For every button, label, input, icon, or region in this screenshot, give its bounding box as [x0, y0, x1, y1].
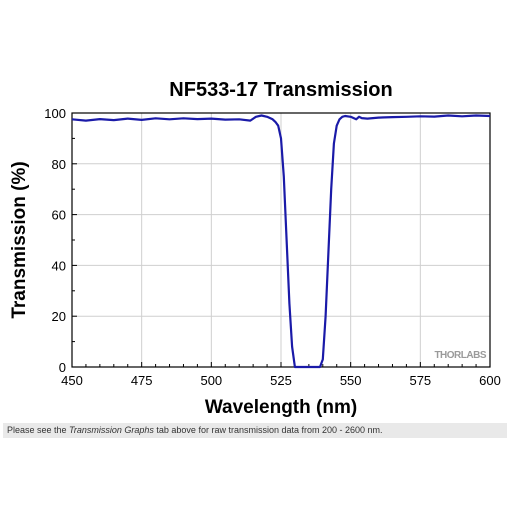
x-tick-label: 575 — [409, 373, 431, 388]
y-tick-label: 80 — [52, 157, 66, 172]
x-tick-label: 500 — [200, 373, 222, 388]
x-tick-label: 450 — [61, 373, 83, 388]
y-tick-label: 100 — [44, 106, 66, 121]
y-tick-label: 40 — [52, 258, 66, 273]
transmission-chart: NF533-17 Transmission 0 20 40 60 80 100 450 47… — [9, 79, 501, 418]
transmission-graphs-tab-reference: Transmission Graphs — [69, 425, 154, 435]
caption-text-before: Please see the — [7, 425, 70, 435]
x-tick-label: 475 — [131, 373, 153, 388]
chart-title: NF533-17 Transmission — [169, 79, 392, 101]
series-layer — [71, 114, 491, 369]
x-tick-labels: 450 475 500 525 550 575 600 — [61, 373, 501, 388]
caption-text-after: tab above for raw transmission data from… — [153, 425, 383, 435]
watermark-logo: THORLABS — [434, 350, 486, 361]
y-tick-label: 20 — [52, 309, 66, 324]
grid-lines — [72, 113, 490, 367]
x-axis-label: Wavelength (nm) — [205, 397, 357, 418]
x-tick-label: 525 — [270, 373, 292, 388]
x-tick-label: 550 — [340, 373, 362, 388]
caption-bar: Please see the Transmission Graphs tab a… — [3, 423, 507, 438]
axis-ticks — [71, 112, 491, 368]
y-tick-label: 0 — [59, 360, 66, 375]
y-tick-label: 60 — [52, 208, 66, 223]
y-tick-labels: 0 20 40 60 80 100 — [44, 106, 66, 375]
y-axis-label: Transmission (%) — [9, 161, 30, 318]
x-tick-label: 600 — [479, 373, 501, 388]
series-line-0 — [71, 114, 491, 369]
